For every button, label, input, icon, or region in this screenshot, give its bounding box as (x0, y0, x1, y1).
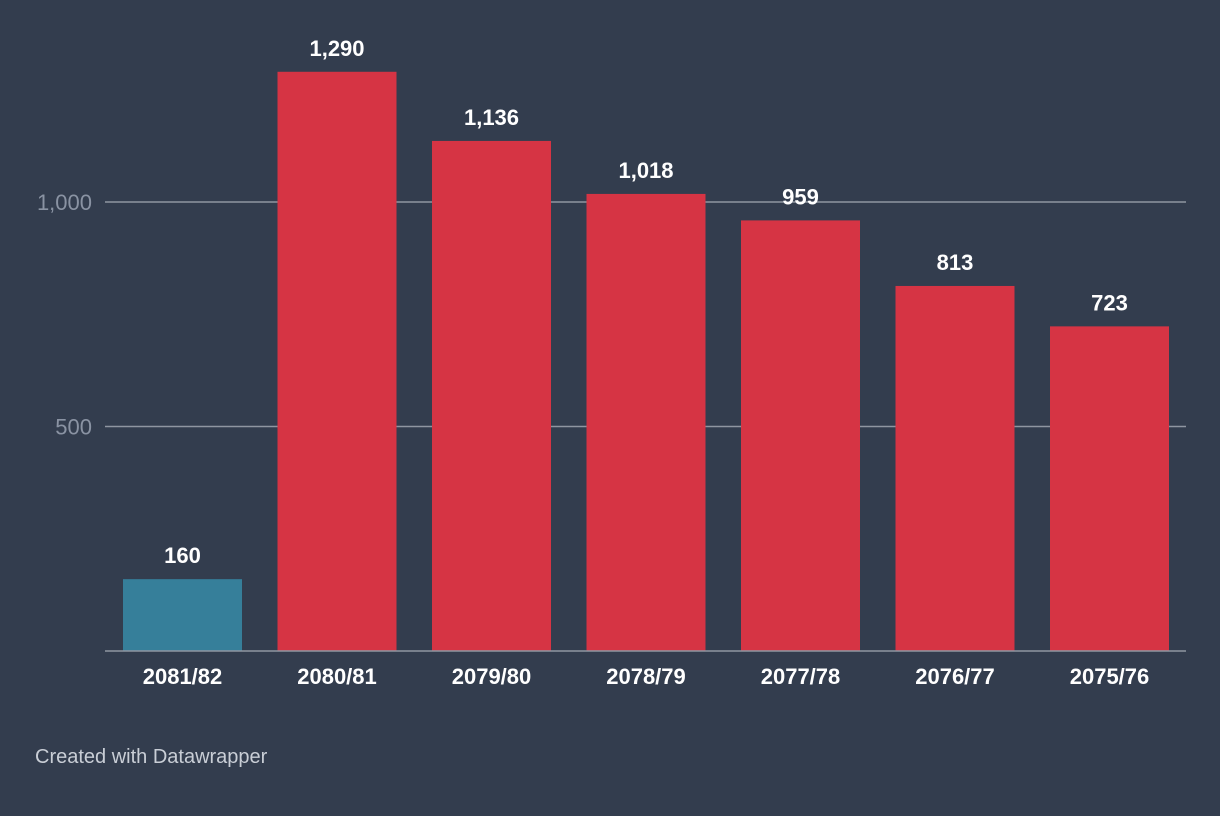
x-tick-label: 2075/76 (1070, 664, 1150, 689)
bar-value-label: 1,018 (618, 158, 673, 183)
x-tick-label: 2081/82 (143, 664, 223, 689)
x-tick-label: 2077/78 (761, 664, 841, 689)
y-tick-label: 500 (55, 415, 92, 440)
bar (277, 71, 397, 652)
bar (123, 579, 242, 651)
bar-value-label: 959 (782, 184, 819, 209)
bar-value-label: 160 (164, 543, 201, 568)
x-tick-label: 2078/79 (606, 664, 686, 689)
bar (432, 140, 551, 651)
x-tick-label: 2080/81 (297, 664, 377, 689)
bar-value-label: 813 (937, 250, 974, 275)
bar-value-label: 1,136 (464, 105, 519, 130)
bar-value-label: 723 (1091, 290, 1128, 315)
credit-text: Created with Datawrapper (35, 746, 268, 768)
x-tick-label: 2076/77 (915, 664, 995, 689)
bar (895, 285, 1015, 651)
bar (1050, 326, 1169, 651)
x-tick-label: 2079/80 (452, 664, 532, 689)
bar-value-label: 1,290 (309, 36, 364, 61)
bar (741, 220, 860, 651)
bar (586, 193, 706, 651)
y-tick-label: 1,000 (37, 190, 92, 215)
